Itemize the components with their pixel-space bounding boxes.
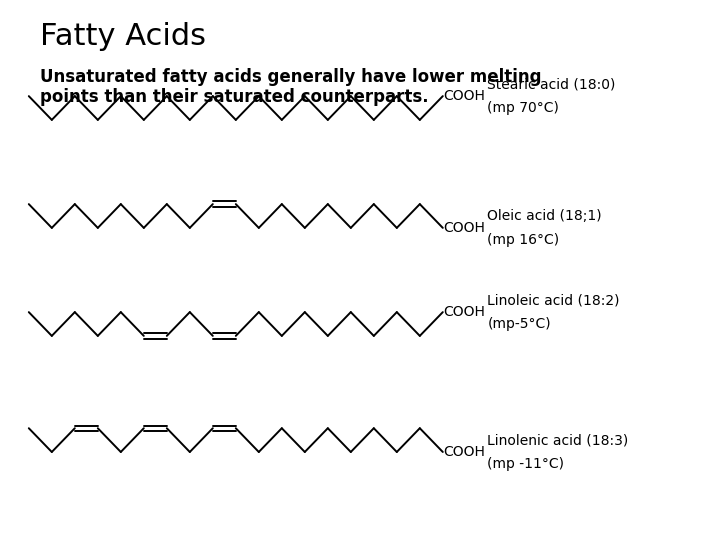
Text: Unsaturated fatty acids generally have lower melting
points than their saturated: Unsaturated fatty acids generally have l…: [40, 68, 541, 106]
Text: COOH: COOH: [443, 305, 485, 319]
Text: COOH: COOH: [443, 445, 485, 459]
Text: Stearic acid (18:0): Stearic acid (18:0): [487, 77, 616, 91]
Text: COOH: COOH: [443, 221, 485, 235]
Text: (mp 70°C): (mp 70°C): [487, 101, 559, 115]
Text: Linoleic acid (18:2): Linoleic acid (18:2): [487, 293, 620, 307]
Text: Linolenic acid (18:3): Linolenic acid (18:3): [487, 433, 629, 447]
Text: (mp 16°C): (mp 16°C): [487, 233, 559, 247]
Text: COOH: COOH: [443, 89, 485, 103]
Text: Fatty Acids: Fatty Acids: [40, 22, 206, 51]
Text: Oleic acid (18;1): Oleic acid (18;1): [487, 209, 602, 223]
Text: (mp -11°C): (mp -11°C): [487, 457, 564, 471]
Text: (mp-5°C): (mp-5°C): [487, 317, 551, 331]
